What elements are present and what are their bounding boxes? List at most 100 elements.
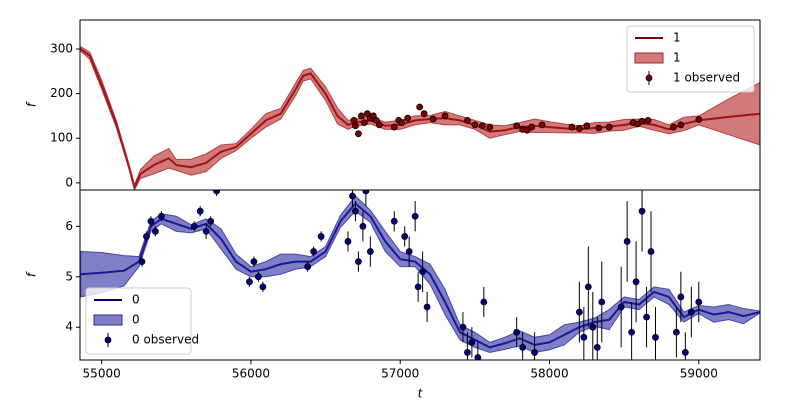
observed-point bbox=[157, 212, 165, 220]
confidence-band bbox=[80, 45, 760, 190]
observed-point bbox=[196, 207, 204, 215]
observed-point bbox=[617, 303, 625, 311]
observed-point bbox=[589, 323, 597, 331]
observed-point bbox=[405, 248, 413, 255]
observed-point bbox=[202, 227, 210, 235]
y-tick-label: 0 bbox=[65, 175, 73, 189]
observed-point bbox=[647, 248, 655, 255]
x-tick-label: 57000 bbox=[381, 367, 419, 381]
observed-point bbox=[519, 343, 527, 351]
observed-point bbox=[632, 278, 640, 286]
observed-point bbox=[390, 123, 398, 131]
observed-point bbox=[375, 121, 383, 129]
observed-point bbox=[643, 313, 650, 321]
observed-point bbox=[459, 323, 467, 331]
legend-swatch bbox=[93, 314, 123, 326]
observed-point bbox=[513, 122, 521, 130]
observed-point bbox=[513, 328, 521, 336]
observed-point bbox=[670, 123, 677, 131]
observed-point bbox=[411, 212, 419, 220]
legend-swatch bbox=[104, 336, 112, 344]
observed-point bbox=[404, 114, 412, 122]
observed-point bbox=[474, 354, 482, 360]
observed-point bbox=[575, 125, 583, 132]
observed-point bbox=[360, 119, 368, 127]
observed-point bbox=[480, 298, 488, 306]
y-tick-label: 4 bbox=[65, 320, 73, 334]
observed-point bbox=[416, 103, 424, 111]
y-axis-label: f bbox=[25, 271, 39, 277]
observed-point bbox=[687, 308, 695, 316]
observed-point bbox=[638, 117, 646, 125]
observed-point bbox=[463, 116, 471, 124]
legend-swatch bbox=[645, 74, 653, 82]
observed-point bbox=[605, 123, 613, 131]
observed-point bbox=[644, 116, 652, 124]
observed-point bbox=[568, 123, 576, 131]
y-tick-label: 300 bbox=[50, 42, 73, 56]
observed-point bbox=[528, 123, 535, 131]
observed-point bbox=[358, 112, 365, 120]
observed-point bbox=[359, 222, 367, 230]
observed-point bbox=[419, 268, 427, 276]
observed-point bbox=[207, 217, 215, 225]
observed-point bbox=[147, 217, 155, 225]
observed-point bbox=[598, 298, 606, 306]
observed-point bbox=[352, 207, 359, 215]
observed-point bbox=[398, 119, 406, 127]
observed-point bbox=[259, 283, 267, 291]
observed-point bbox=[250, 258, 258, 266]
observed-point bbox=[677, 121, 685, 129]
observed-point bbox=[471, 121, 479, 129]
observed-point bbox=[254, 273, 262, 281]
x-tick-label: 56000 bbox=[232, 367, 270, 381]
observed-point bbox=[317, 233, 325, 240]
x-tick-label: 59000 bbox=[680, 367, 718, 381]
observed-point bbox=[580, 333, 588, 341]
observed-point bbox=[583, 122, 591, 130]
observed-point bbox=[468, 338, 476, 346]
observed-point bbox=[420, 110, 428, 118]
observed-point bbox=[414, 283, 422, 291]
observed-point bbox=[352, 122, 359, 130]
axes-frame bbox=[79, 189, 761, 361]
observed-point bbox=[151, 227, 159, 235]
observed-point bbox=[362, 190, 370, 195]
observed-point bbox=[401, 233, 409, 240]
plot-area bbox=[80, 190, 760, 360]
y-tick-label: 6 bbox=[65, 219, 73, 233]
legend-label: 1 observed bbox=[673, 71, 740, 85]
observed-point bbox=[355, 258, 362, 266]
observed-point bbox=[628, 328, 636, 336]
observed-point bbox=[531, 349, 538, 356]
legend-label: 0 bbox=[132, 293, 140, 307]
plot-area bbox=[80, 45, 760, 190]
observed-point bbox=[441, 112, 449, 120]
observed-point bbox=[623, 238, 631, 245]
observed-point bbox=[429, 115, 437, 123]
observed-point bbox=[652, 333, 659, 341]
observed-point bbox=[190, 222, 198, 230]
legend-label: 0 bbox=[132, 313, 140, 327]
observed-point bbox=[310, 248, 318, 255]
observed-point bbox=[304, 263, 312, 271]
observed-point bbox=[595, 124, 603, 132]
observed-point bbox=[423, 303, 431, 311]
legend-label: 0 observed bbox=[132, 333, 199, 347]
x-tick-label: 58000 bbox=[530, 367, 568, 381]
observed-point bbox=[355, 130, 362, 138]
observed-point bbox=[593, 343, 601, 351]
observed-point bbox=[390, 217, 398, 225]
legend-swatch bbox=[634, 52, 664, 64]
legend-box bbox=[626, 25, 755, 93]
legend-label: 1 bbox=[673, 51, 681, 65]
observed-point bbox=[478, 122, 486, 130]
observed-point bbox=[349, 192, 356, 200]
observed-point bbox=[575, 308, 583, 316]
observed-point bbox=[463, 349, 471, 356]
observed-point bbox=[538, 121, 546, 129]
observed-point bbox=[246, 278, 253, 286]
y-axis-label: f bbox=[25, 101, 39, 107]
observed-point bbox=[213, 190, 220, 195]
